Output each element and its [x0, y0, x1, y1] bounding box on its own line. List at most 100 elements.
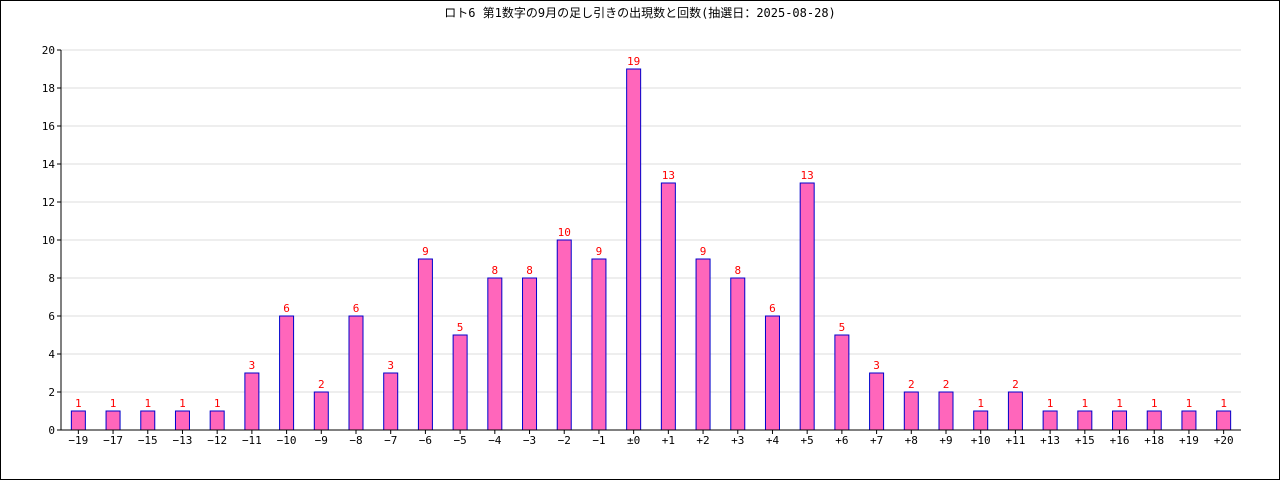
- x-tick-label: +19: [1179, 434, 1199, 447]
- data-label: 1: [179, 397, 186, 410]
- x-tick-label: −11: [242, 434, 262, 447]
- x-tick-label: −9: [315, 434, 328, 447]
- x-tick-label: +13: [1040, 434, 1060, 447]
- bar: [105, 410, 121, 431]
- data-label: 1: [75, 397, 82, 410]
- y-tick-label: 10: [42, 234, 55, 247]
- x-tick-label: +8: [905, 434, 918, 447]
- bar: [522, 277, 538, 431]
- y-tick-label: 14: [42, 158, 56, 171]
- bar: [1112, 410, 1128, 431]
- x-tick-label: −2: [558, 434, 571, 447]
- bar: [383, 372, 399, 431]
- bar: [70, 410, 86, 431]
- x-tick-label: +4: [766, 434, 780, 447]
- bar: [1216, 410, 1232, 431]
- bar: [869, 372, 885, 431]
- data-label: 3: [249, 359, 256, 372]
- x-tick-label: −3: [523, 434, 536, 447]
- bar: [452, 334, 468, 431]
- data-label: 1: [1220, 397, 1227, 410]
- x-tick-label: −15: [138, 434, 158, 447]
- bar: [556, 239, 572, 431]
- x-tick-label: +16: [1110, 434, 1130, 447]
- bar: [417, 258, 433, 431]
- bar: [487, 277, 503, 431]
- data-label: 6: [283, 302, 290, 315]
- bar: [174, 410, 190, 431]
- y-tick-label: 2: [48, 386, 55, 399]
- data-label: 5: [457, 321, 464, 334]
- x-tick-label: +1: [662, 434, 675, 447]
- bar: [1042, 410, 1058, 431]
- data-label: 3: [387, 359, 394, 372]
- bar: [695, 258, 711, 431]
- x-tick-label: +20: [1214, 434, 1234, 447]
- x-tick-label: −12: [207, 434, 227, 447]
- data-label: 1: [144, 397, 151, 410]
- data-label: 1: [1047, 397, 1054, 410]
- x-tick-label: −17: [103, 434, 123, 447]
- y-tick-label: 18: [42, 82, 55, 95]
- x-tick-label: +10: [971, 434, 991, 447]
- bar: [903, 391, 919, 431]
- x-tick-label: +7: [870, 434, 883, 447]
- bar: [1181, 410, 1197, 431]
- bar: [591, 258, 607, 431]
- data-label: 10: [558, 226, 571, 239]
- bar: [140, 410, 156, 431]
- x-tick-label: +9: [939, 434, 952, 447]
- x-tick-label: +11: [1005, 434, 1025, 447]
- y-tick-label: 6: [48, 310, 55, 323]
- x-tick-label: +15: [1075, 434, 1095, 447]
- y-tick-label: 16: [42, 120, 55, 133]
- data-label: 13: [801, 169, 814, 182]
- chart-title: ロト6 第1数字の9月の足し引きの出現数と回数(抽選日：2025-08-28): [444, 6, 836, 20]
- data-label: 1: [1116, 397, 1123, 410]
- data-label: 3: [873, 359, 880, 372]
- x-tick-label: ±0: [627, 434, 640, 447]
- data-label: 2: [908, 378, 915, 391]
- x-tick-label: −4: [488, 434, 502, 447]
- bar: [730, 277, 746, 431]
- data-label: 9: [700, 245, 707, 258]
- x-tick-label: +3: [731, 434, 744, 447]
- data-label: 1: [214, 397, 221, 410]
- data-label: 9: [596, 245, 603, 258]
- bar: [279, 315, 295, 431]
- x-tick-label: −6: [419, 434, 432, 447]
- data-label: 13: [662, 169, 675, 182]
- data-label: 6: [769, 302, 776, 315]
- x-tick-label: −1: [592, 434, 605, 447]
- data-label: 9: [422, 245, 429, 258]
- data-label: 1: [110, 397, 117, 410]
- bar: [313, 391, 329, 431]
- y-tick-label: 4: [48, 348, 55, 361]
- y-tick-label: 8: [48, 272, 55, 285]
- y-tick-label: 20: [42, 44, 55, 57]
- bar: [973, 410, 989, 431]
- data-label: 6: [353, 302, 360, 315]
- x-tick-label: −8: [349, 434, 362, 447]
- x-tick-label: +6: [835, 434, 848, 447]
- x-tick-label: +18: [1144, 434, 1164, 447]
- data-label: 1: [1186, 397, 1193, 410]
- bar: [209, 410, 225, 431]
- bar: [660, 182, 676, 431]
- y-tick-label: 12: [42, 196, 55, 209]
- data-label: 5: [839, 321, 846, 334]
- x-tick-label: −19: [68, 434, 88, 447]
- x-tick-label: −7: [384, 434, 397, 447]
- bar: [348, 315, 364, 431]
- x-tick-label: −13: [173, 434, 193, 447]
- bar: [938, 391, 954, 431]
- bar: [1007, 391, 1023, 431]
- x-tick-label: +2: [696, 434, 709, 447]
- bar: [626, 68, 642, 431]
- data-label: 1: [1151, 397, 1158, 410]
- data-label: 8: [526, 264, 533, 277]
- data-label: 2: [318, 378, 325, 391]
- data-label: 19: [627, 55, 640, 68]
